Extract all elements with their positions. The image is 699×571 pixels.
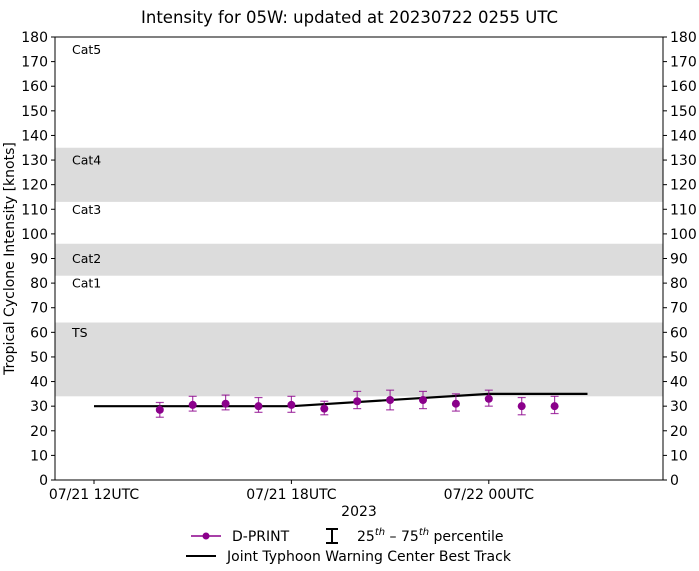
y-tick-label: 40 xyxy=(30,375,48,391)
y-tick-label-right: 140 xyxy=(670,128,697,144)
y-tick-label-right: 180 xyxy=(670,30,697,46)
y-tick-label: 60 xyxy=(30,325,48,341)
y-tick-label: 180 xyxy=(21,30,48,46)
y-tick-label: 140 xyxy=(21,128,48,144)
y-tick-label-right: 70 xyxy=(670,301,688,317)
y-tick-label: 130 xyxy=(21,153,48,169)
legend-best-track-label: Joint Typhoon Warning Center Best Track xyxy=(226,549,512,565)
dprint-point xyxy=(320,400,329,416)
y-tick-label-right: 30 xyxy=(670,399,688,415)
y-tick-label: 160 xyxy=(21,79,48,95)
y-tick-label: 0 xyxy=(39,473,48,489)
dprint-point xyxy=(155,401,164,418)
y-tick-label: 70 xyxy=(30,301,48,317)
category-label-cat3: Cat3 xyxy=(72,202,101,217)
dprint-point xyxy=(254,396,263,413)
category-label-cat5: Cat5 xyxy=(72,42,101,57)
y-tick-label: 30 xyxy=(30,399,48,415)
category-label-cat4: Cat4 xyxy=(72,153,101,168)
dprint-point xyxy=(419,390,427,410)
y-tick-label-right: 170 xyxy=(670,55,697,71)
y-axis-left: 0 10 20 30 40 50 60 70 80 90 100 110 120 130 140 150 160… xyxy=(21,30,55,489)
y-tick-label: 80 xyxy=(30,276,48,292)
dprint-point xyxy=(287,395,296,413)
y-tick-label-right: 20 xyxy=(670,424,688,440)
x-axis-label: 2023 xyxy=(341,504,377,520)
y-tick-label-right: 120 xyxy=(670,178,697,194)
y-tick-label-right: 130 xyxy=(670,153,697,169)
dprint-point xyxy=(386,389,395,411)
category-label-cat1: Cat1 xyxy=(72,276,101,291)
legend: D-PRINT 25th – 75th percentile Joint Typ… xyxy=(186,527,512,565)
y-axis-label: Tropical Cyclone Intensity [knots] xyxy=(2,142,18,376)
y-axis-right: 0 10 20 30 40 50 60 70 80 90 100 110 120 130 140 150 160… xyxy=(663,30,697,489)
y-tick-label-right: 160 xyxy=(670,79,697,95)
y-tick-label: 50 xyxy=(30,350,48,366)
y-tick-label: 170 xyxy=(21,55,48,71)
x-tick-label: 07/21 12UTC xyxy=(49,487,140,503)
legend-errorbar-icon xyxy=(326,528,338,544)
y-tick-label-right: 50 xyxy=(670,350,688,366)
chart-title: Intensity for 05W: updated at 20230722 0… xyxy=(141,8,558,27)
band-cat2 xyxy=(55,243,663,276)
y-tick-label-right: 10 xyxy=(670,448,688,464)
y-tick-label-right: 90 xyxy=(670,252,688,268)
dprint-point xyxy=(221,394,230,411)
y-tick-label-right: 150 xyxy=(670,104,697,120)
dprint-point xyxy=(451,393,460,412)
legend-percentile-label: 25th – 75th percentile xyxy=(357,527,504,545)
y-tick-label-right: 60 xyxy=(670,325,688,341)
y-tick-label-right: 40 xyxy=(670,375,688,391)
y-tick-label: 90 xyxy=(30,252,48,268)
category-label-cat2: Cat2 xyxy=(72,251,101,266)
y-tick-label: 120 xyxy=(21,178,48,194)
dprint-point xyxy=(517,396,526,416)
band-cat4 xyxy=(55,147,663,202)
category-labels: Cat5 Cat4 Cat3 Cat2 Cat1 TS xyxy=(71,42,101,340)
legend-dprint-label: D-PRINT xyxy=(232,529,290,545)
y-tick-label-right: 110 xyxy=(670,202,697,218)
category-label-ts: TS xyxy=(71,325,88,340)
dprint-points xyxy=(155,389,559,418)
dprint-point xyxy=(188,395,197,412)
y-tick-label: 110 xyxy=(21,202,48,218)
legend-dprint-marker-icon xyxy=(191,532,221,540)
y-tick-label: 150 xyxy=(21,104,48,120)
x-tick-label: 07/21 18UTC xyxy=(246,487,337,503)
x-axis: 07/21 12UTC 07/21 18UTC 07/22 00UTC xyxy=(49,480,534,503)
y-tick-label-right: 100 xyxy=(670,227,697,243)
y-tick-label: 20 xyxy=(30,424,48,440)
dprint-point xyxy=(353,390,362,410)
y-tick-label-right: 80 xyxy=(670,276,688,292)
dprint-point xyxy=(484,389,493,407)
band-ts xyxy=(55,322,663,397)
x-tick-label: 07/22 00UTC xyxy=(444,487,535,503)
y-tick-label-right: 0 xyxy=(670,473,679,489)
y-tick-label: 100 xyxy=(21,227,48,243)
category-bands xyxy=(55,147,663,397)
dprint-point xyxy=(550,395,559,415)
y-tick-label: 10 xyxy=(30,448,48,464)
